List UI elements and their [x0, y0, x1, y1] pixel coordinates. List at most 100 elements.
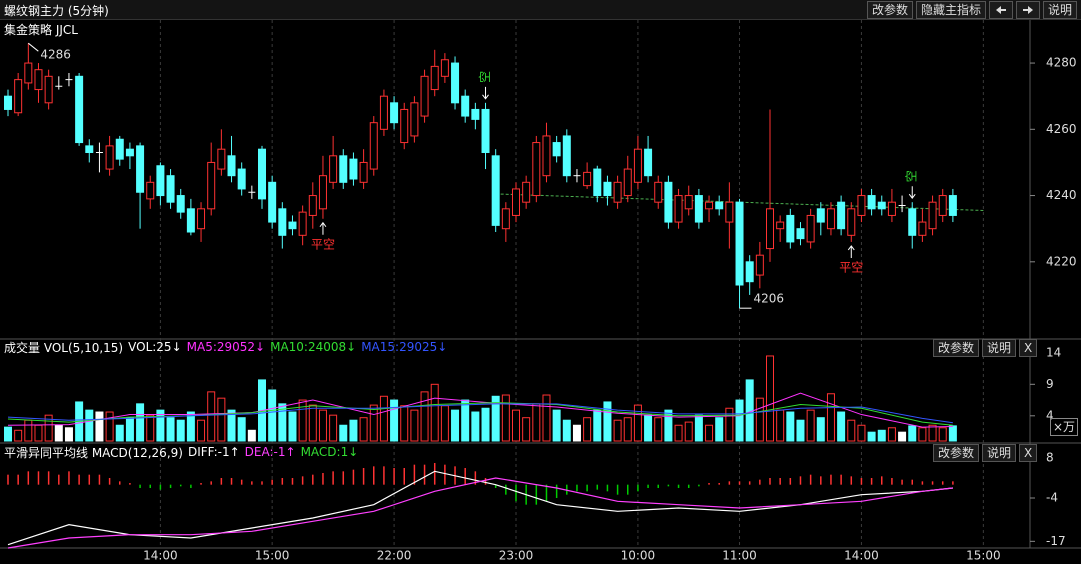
volume-bar: [542, 394, 551, 442]
volume-bar: [491, 395, 500, 442]
candle-body: [705, 201, 714, 210]
candle-body: [34, 69, 43, 91]
header-text: DIFF:-1↑: [187, 445, 240, 459]
candle-body: [542, 135, 551, 177]
candle-body: [217, 148, 226, 170]
candle-body: [349, 158, 358, 180]
volume-bar: [725, 407, 734, 442]
y-tick-label: 14: [1046, 345, 1061, 359]
volume-bar: [268, 389, 277, 442]
candle-body: [847, 208, 856, 236]
candle-body: [390, 102, 399, 124]
candle-body: [481, 108, 490, 153]
header-text: 成交量 VOL(5,10,15): [4, 340, 124, 355]
volume-bar: [95, 411, 104, 442]
signal-arrow: [482, 86, 489, 100]
candle-body: [258, 148, 266, 200]
candle-body: [125, 148, 134, 157]
candle-body: [115, 138, 124, 160]
volume-bar: [430, 383, 439, 442]
volume-bar: [603, 401, 612, 442]
button[interactable]: 改参数: [933, 444, 980, 462]
y-tick-label: 4220: [1046, 254, 1077, 268]
button[interactable]: 说明: [1042, 1, 1077, 19]
candle-body: [136, 145, 145, 193]
volume-bar: [400, 405, 409, 442]
volume-bar: [24, 419, 33, 442]
candle-body: [644, 148, 653, 177]
candle-body: [928, 201, 937, 230]
candle-body: [826, 208, 835, 230]
volume-bar: [4, 426, 12, 442]
volume-bar: [735, 399, 744, 442]
candle-body: [278, 208, 287, 236]
signal-label: 空: [905, 170, 919, 182]
candle-body: [887, 201, 896, 216]
volume-bar: [390, 399, 399, 442]
candle-body: [461, 95, 470, 117]
candle-body: [745, 261, 754, 283]
header-text: MACD:1↓: [300, 445, 359, 459]
candle-body: [268, 181, 277, 223]
y-tick-label: -4: [1046, 491, 1058, 505]
candle-body: [613, 181, 622, 203]
y-tick-label: 4240: [1046, 188, 1077, 202]
volume-bar: [583, 417, 592, 442]
volume-bar: [146, 414, 155, 442]
volume-bar: [410, 409, 419, 442]
volume-bar: [887, 427, 896, 442]
volume-bar: [420, 391, 429, 442]
button[interactable]: 说明: [982, 444, 1017, 462]
volume-bar: [156, 409, 165, 442]
candle-body: [227, 155, 236, 177]
volume-bar: [623, 417, 632, 442]
x-tick-label: 10:00: [621, 549, 656, 563]
candle-body: [44, 75, 53, 104]
volume-bar: [318, 409, 327, 442]
panel-buttons: 改参数 说明 X: [933, 339, 1038, 357]
volume-bar: [125, 417, 134, 442]
volume-bar: [806, 409, 815, 442]
high-label: 4286: [40, 48, 71, 62]
header-text: VOL:25↓: [128, 340, 182, 354]
button[interactable]: X: [1019, 444, 1038, 462]
volume-bar: [349, 419, 358, 442]
volume-bar: [867, 431, 876, 442]
panel-buttons: 改参数 说明 X: [933, 444, 1038, 462]
button[interactable]: 改参数: [866, 1, 913, 19]
button[interactable]: 隐藏主指标: [915, 1, 986, 19]
candle-body: [583, 171, 592, 187]
candle-body: [420, 75, 429, 117]
prev-button[interactable]: [988, 1, 1013, 19]
ma-line: [7, 392, 953, 428]
candle-body: [918, 221, 927, 236]
volume-bar: [816, 417, 825, 442]
volume-bar: [115, 424, 124, 442]
candle-body: [562, 135, 571, 177]
button[interactable]: 说明: [982, 339, 1017, 357]
next-button[interactable]: [1015, 1, 1040, 19]
volume-bar: [278, 403, 287, 442]
candle-body: [786, 214, 795, 243]
volume-bar: [776, 409, 785, 442]
button[interactable]: X: [1019, 339, 1038, 357]
button[interactable]: 改参数: [933, 339, 980, 357]
panel-header: 平滑异同平均线 MACD(12,26,9) DIFF:-1↑ DEA:-1↑ MACD…: [4, 443, 358, 461]
y-tick-label: 4260: [1046, 122, 1077, 136]
volume-bar: [207, 391, 216, 442]
volume-bar: [705, 424, 714, 442]
candle-body: [359, 161, 368, 183]
candle-body: [471, 108, 480, 120]
volume-bar: [34, 424, 43, 442]
volume-bar: [826, 393, 835, 442]
volume-bar: [552, 409, 561, 442]
volume-bar: [572, 424, 581, 442]
panel-header: 成交量 VOL(5,10,15) VOL:25↓ MA5:29052↓ MA10:24…: [4, 338, 447, 356]
volume-bar: [379, 395, 388, 442]
candle-body: [715, 201, 724, 210]
volume-bar: [857, 424, 866, 442]
candle-body: [806, 214, 815, 243]
volume-bar: [166, 417, 175, 442]
header-text: MA15:29025↓: [361, 340, 448, 354]
